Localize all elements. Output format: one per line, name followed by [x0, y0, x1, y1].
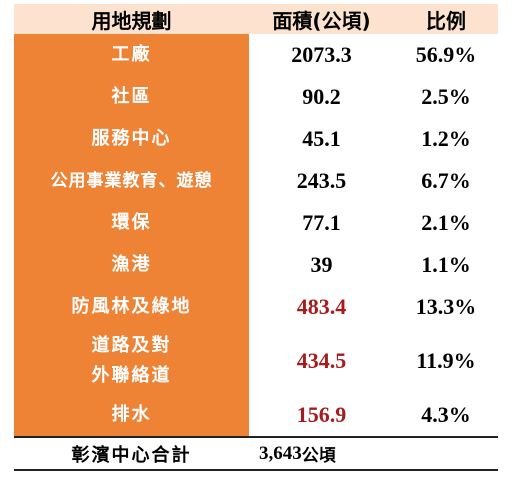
- table-row: 防風林及綠地 483.4 13.3%: [14, 286, 498, 328]
- header-land-use: 用地規劃: [91, 8, 172, 33]
- ratio-value: 2.1%: [421, 210, 471, 235]
- land-use-name-line1: 道路及對: [91, 335, 172, 356]
- area-value: 45.1: [302, 126, 341, 151]
- ratio-value: 56.9%: [415, 42, 477, 67]
- ratio-value: 1.1%: [421, 252, 471, 277]
- total-label: 彰濱中心合計: [14, 438, 249, 469]
- table-row: 服務中心 45.1 1.2%: [14, 118, 498, 160]
- ratio-value: 13.3%: [415, 294, 477, 319]
- table-row: 道路及對 外聯絡道 434.5 11.9%: [14, 328, 498, 394]
- land-use-table: 用地規劃 面積(公頃) 比例 工廠 2073.3 56.9% 社區 90.2 2…: [14, 4, 498, 471]
- total-value: 3,643: [259, 442, 302, 464]
- area-value: 39: [310, 252, 333, 277]
- area-value: 434.5: [296, 348, 347, 373]
- ratio-value: 6.7%: [421, 168, 471, 193]
- land-use-name: 服務中心: [14, 118, 249, 160]
- ratio-value: 2.5%: [421, 84, 471, 109]
- land-use-name: 社區: [14, 76, 249, 118]
- area-value: 2073.3: [291, 42, 352, 67]
- area-value: 156.9: [296, 402, 347, 427]
- table-row: 漁港 39 1.1%: [14, 244, 498, 286]
- land-use-name-line2: 外聯絡道: [91, 365, 172, 386]
- land-use-name: 環保: [14, 202, 249, 244]
- header-row: 用地規劃 面積(公頃) 比例: [14, 4, 498, 34]
- area-value: 90.2: [302, 84, 341, 109]
- area-value: 77.1: [302, 210, 341, 235]
- header-ratio: 比例: [426, 8, 466, 33]
- header-area: 面積(公頃): [272, 8, 371, 33]
- total-divider-top: [14, 436, 498, 438]
- table-row: 社區 90.2 2.5%: [14, 76, 498, 118]
- area-value: 243.5: [296, 168, 347, 193]
- table-row: 排水 156.9 4.3%: [14, 394, 498, 436]
- land-use-name: 工廠: [14, 34, 249, 76]
- total-value-cell: 3,643 公頃: [249, 438, 498, 469]
- land-use-name: 公用事業教育、遊憩: [14, 160, 249, 202]
- table-row: 公用事業教育、遊憩 243.5 6.7%: [14, 160, 498, 202]
- total-unit: 公頃: [301, 446, 336, 466]
- total-divider-bottom: [14, 469, 498, 471]
- land-use-name: 漁港: [14, 244, 249, 286]
- total-row: 彰濱中心合計 3,643 公頃: [14, 438, 498, 469]
- ratio-value: 4.3%: [421, 402, 471, 427]
- table-row: 環保 77.1 2.1%: [14, 202, 498, 244]
- land-use-name: 排水: [14, 394, 249, 436]
- ratio-value: 1.2%: [421, 126, 471, 151]
- table-row: 工廠 2073.3 56.9%: [14, 34, 498, 76]
- land-use-name: 道路及對 外聯絡道: [14, 328, 249, 394]
- ratio-value: 11.9%: [416, 348, 476, 373]
- area-value: 483.4: [296, 294, 347, 319]
- land-use-name: 防風林及綠地: [14, 286, 249, 328]
